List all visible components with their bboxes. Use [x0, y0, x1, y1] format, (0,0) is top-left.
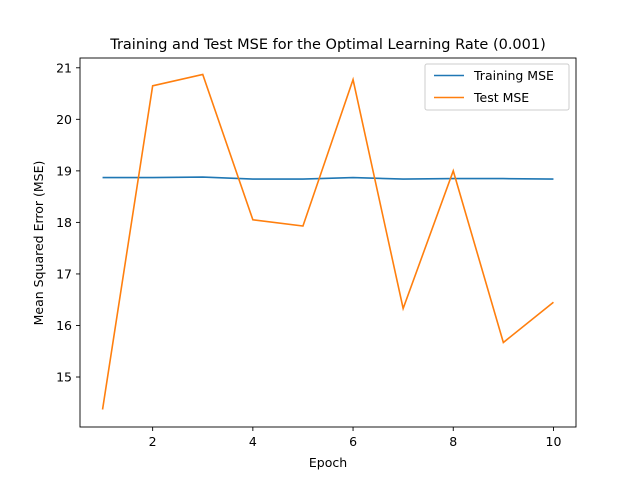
y-axis-label: Mean Squared Error (MSE)	[31, 161, 46, 326]
series-line-test-mse	[101, 73, 554, 410]
y-tick-label: 18	[56, 215, 72, 230]
y-tick-label: 17	[56, 266, 72, 281]
y-tick-label: 16	[56, 318, 72, 333]
x-axis-label: Epoch	[309, 455, 347, 470]
x-tick-label: 8	[449, 434, 457, 449]
y-tick-label: 20	[56, 112, 72, 127]
chart-title: Training and Test MSE for the Optimal Le…	[109, 37, 546, 53]
x-tick-label: 6	[349, 434, 357, 449]
legend: Training MSE Test MSE	[424, 63, 570, 111]
y-tick-label: 19	[56, 163, 72, 178]
legend-label-test-mse: Test MSE	[473, 90, 529, 105]
x-tick-label: 10	[546, 434, 562, 449]
y-tick-label: 21	[56, 60, 72, 75]
plot-area: 2 4 6 8 10 15 16 17 18 19 20 21	[56, 57, 577, 449]
axes-frame	[79, 57, 577, 428]
x-tick-label: 4	[249, 434, 257, 449]
y-tick-label: 15	[56, 370, 72, 385]
legend-label-training-mse: Training MSE	[473, 68, 554, 83]
x-tick-label: 2	[149, 434, 157, 449]
series-line-training-mse	[102, 176, 554, 180]
